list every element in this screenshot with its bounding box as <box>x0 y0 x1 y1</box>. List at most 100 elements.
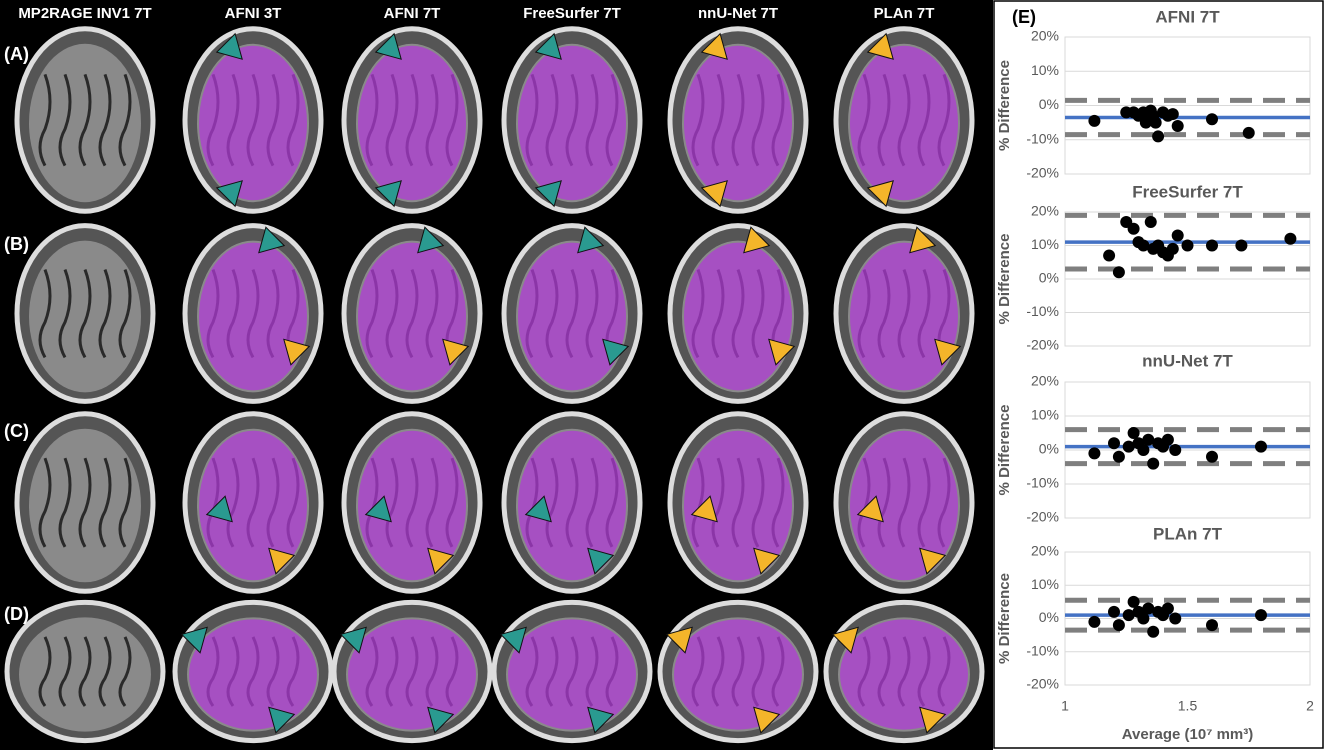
arrow <box>866 180 894 208</box>
y-axis-label: % Difference <box>996 60 1013 151</box>
y-tick-label: 20% <box>1031 373 1059 389</box>
data-point <box>1255 609 1267 622</box>
chart-panel-border <box>993 0 1324 749</box>
y-axis-label: % Difference <box>996 573 1013 664</box>
arrow <box>866 32 894 60</box>
brain-mask <box>358 242 466 391</box>
y-tick-label: -20% <box>1026 165 1059 181</box>
arrow-head <box>374 180 402 208</box>
arrow <box>534 32 562 60</box>
data-point <box>1137 444 1150 456</box>
scan-sulcus <box>98 636 112 707</box>
data-point <box>1127 595 1140 608</box>
row-label: (C) <box>4 421 29 441</box>
arrow <box>856 495 884 523</box>
y-tick-label: 0% <box>1039 96 1059 112</box>
y-tick-label: 0% <box>1039 441 1059 457</box>
column-header: FreeSurfer 7T <box>523 5 621 22</box>
brain-mask <box>199 45 307 201</box>
scan-sulcus <box>58 269 72 359</box>
data-point <box>1108 437 1120 450</box>
data-point <box>1166 242 1179 255</box>
data-point <box>1206 113 1218 126</box>
scan-sulcus <box>118 73 132 167</box>
data-point <box>1137 612 1150 625</box>
data-point <box>1284 232 1297 245</box>
arrow-head <box>753 706 781 734</box>
arrow <box>665 626 693 654</box>
scan-sulcus <box>98 269 112 359</box>
data-point <box>1171 229 1184 242</box>
y-tick-label: 0% <box>1039 270 1059 286</box>
arrow-head <box>534 180 562 208</box>
data-point <box>1122 609 1135 622</box>
arrow-head <box>374 32 402 60</box>
data-point <box>1161 602 1174 615</box>
arrow <box>215 32 243 60</box>
data-point <box>1122 440 1135 453</box>
scan-sulcus <box>58 73 72 167</box>
row-label: (A) <box>4 44 29 64</box>
y-tick-label: 20% <box>1031 543 1059 559</box>
arrow <box>215 180 243 208</box>
x-tick-label: 1.5 <box>1178 698 1198 714</box>
data-point <box>1169 444 1182 456</box>
arrow-head <box>524 495 552 523</box>
data-point <box>1242 126 1255 139</box>
arrow <box>919 706 947 734</box>
y-tick-label: -20% <box>1026 337 1059 353</box>
brain-mask <box>684 45 792 201</box>
data-point <box>1112 450 1125 463</box>
scan-sulcus <box>98 73 112 167</box>
data-point <box>1088 615 1101 628</box>
panel-label: (E) <box>1012 7 1036 27</box>
data-point <box>1112 619 1125 632</box>
chart-title: AFNI 7T <box>1155 7 1220 26</box>
arrow-head <box>268 547 296 575</box>
scan-sulcus <box>38 269 52 359</box>
y-tick-label: 10% <box>1031 576 1059 592</box>
y-tick-label: -20% <box>1026 509 1059 525</box>
arrow-head <box>215 32 243 60</box>
arrow-head <box>442 338 470 366</box>
scan-sulcus <box>98 457 112 548</box>
y-tick-label: 20% <box>1031 28 1059 44</box>
arrow <box>602 338 630 366</box>
data-point <box>1137 239 1150 252</box>
arrow-head <box>700 180 728 208</box>
chart-title: PLAn 7T <box>1153 524 1223 543</box>
arrow <box>919 547 947 575</box>
arrow <box>587 706 615 734</box>
scan-sulcus <box>58 636 72 707</box>
data-point <box>1255 440 1267 453</box>
arrow <box>374 180 402 208</box>
data-point <box>1169 612 1182 625</box>
brain-mask <box>348 619 476 730</box>
scan-sulcus <box>118 269 132 359</box>
brain-mask <box>518 242 626 391</box>
arrow-head <box>417 226 445 254</box>
y-tick-label: 20% <box>1031 203 1059 219</box>
arrow-head <box>768 338 796 366</box>
arrow-head <box>866 32 894 60</box>
arrow <box>690 495 718 523</box>
arrow-head <box>205 495 233 523</box>
arrow <box>753 706 781 734</box>
data-point <box>1144 216 1157 229</box>
arrow-head <box>602 338 630 366</box>
scan-brain <box>19 617 151 732</box>
arrow <box>339 626 367 654</box>
data-point <box>1149 116 1162 129</box>
data-point <box>1206 239 1218 252</box>
data-point <box>1112 266 1125 279</box>
arrow-head <box>909 226 937 254</box>
scan-sulcus <box>38 636 52 707</box>
arrow-head <box>665 626 693 654</box>
arrow-head <box>499 626 527 654</box>
arrow-head <box>856 495 884 523</box>
arrow-head <box>364 495 392 523</box>
chart-title: FreeSurfer 7T <box>1132 182 1243 201</box>
arrow-head <box>268 706 296 734</box>
scan-sulcus <box>38 457 52 548</box>
arrow-head <box>831 626 859 654</box>
